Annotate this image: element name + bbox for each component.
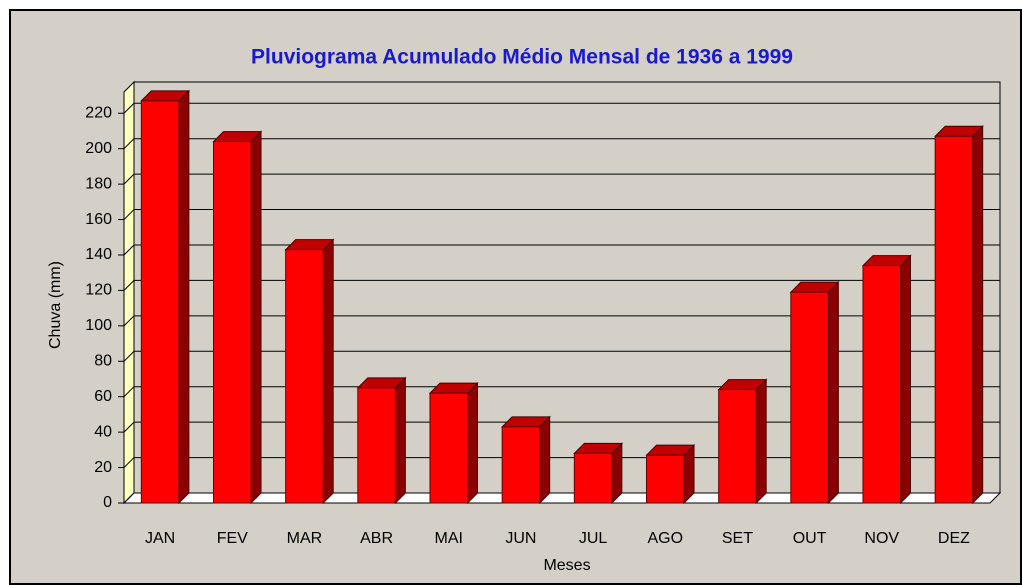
bar	[573, 452, 613, 504]
bar	[790, 291, 829, 504]
x-tick-label: DEZ	[938, 530, 970, 547]
bar-side	[755, 378, 767, 505]
grid-line	[123, 102, 135, 114]
x-tick-label: MAR	[287, 530, 323, 547]
grid-line	[123, 173, 135, 185]
bar	[357, 387, 396, 504]
y-tick-label: 140	[85, 246, 112, 263]
y-tick-label: 40	[94, 423, 112, 440]
x-tick-label: ABR	[360, 530, 393, 547]
bar-side	[972, 125, 984, 505]
y-tick-label: 0	[103, 494, 112, 511]
bar-side	[178, 89, 190, 505]
bar-side	[900, 254, 912, 505]
bar	[862, 265, 902, 504]
grid-line	[123, 350, 135, 362]
bar-side	[250, 130, 262, 505]
grid-line	[123, 209, 135, 220]
x-tick-label: AGO	[647, 530, 683, 547]
grid-line	[123, 138, 135, 150]
bar-side	[322, 238, 334, 505]
chart-title: Pluviograma Acumulado Médio Mensal de 19…	[251, 46, 793, 69]
x-tick-label: FEV	[217, 530, 248, 547]
x-tick-label: MAI	[435, 530, 463, 547]
bar-side	[827, 280, 839, 505]
grid-line	[123, 280, 135, 291]
y-tick-label: 120	[85, 282, 112, 299]
bar	[501, 426, 541, 504]
back-wall	[133, 81, 1001, 494]
bar-side	[394, 376, 406, 505]
grid-line	[123, 457, 135, 468]
bar-side	[539, 415, 551, 505]
bar	[212, 141, 252, 504]
x-tick-label: JAN	[145, 530, 175, 547]
bar	[140, 100, 180, 504]
y-tick-label: 200	[85, 140, 112, 157]
x-tick-label: SET	[722, 530, 753, 547]
x-axis-label: Meses	[543, 557, 590, 574]
x-tick-label: JUN	[505, 530, 536, 547]
grid-line	[123, 421, 135, 433]
bar	[429, 392, 469, 504]
y-axis-label: Chuva (mm)	[47, 261, 64, 349]
y-tick-label: 60	[94, 388, 112, 405]
bar	[934, 135, 974, 504]
x-tick-label: JUL	[579, 530, 608, 547]
left-wall	[123, 80, 135, 505]
x-tick-label: NOV	[864, 530, 899, 547]
y-tick-label: 220	[85, 104, 112, 121]
grid-line	[123, 492, 135, 504]
y-tick-label: 160	[85, 211, 112, 228]
grid-line	[123, 315, 135, 327]
grid-line	[123, 244, 135, 256]
y-tick-label: 180	[85, 175, 112, 192]
y-tick-label: 20	[94, 459, 112, 476]
grid-line	[123, 386, 135, 398]
bar	[718, 389, 757, 504]
x-tick-label: OUT	[793, 530, 827, 547]
y-tick-label: 80	[94, 352, 112, 369]
y-tick-label: 100	[85, 317, 112, 334]
bar-side	[467, 381, 479, 505]
bar	[645, 454, 685, 504]
bar	[285, 249, 324, 504]
